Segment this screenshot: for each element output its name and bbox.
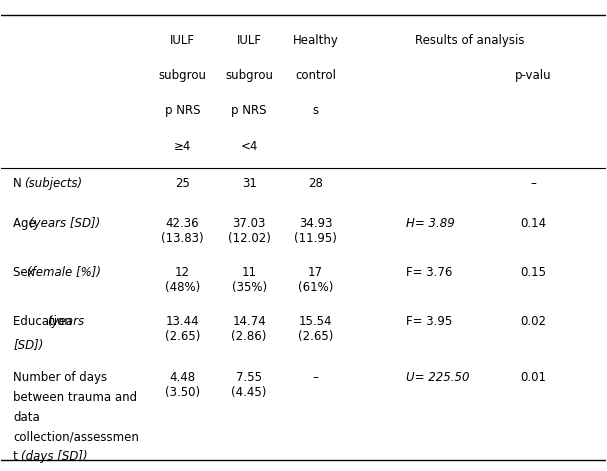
Text: data: data [13, 411, 40, 423]
Text: 31: 31 [242, 177, 257, 190]
Text: control: control [295, 69, 336, 82]
Text: 0.15: 0.15 [520, 266, 546, 279]
Text: (days [SD]): (days [SD]) [21, 450, 87, 463]
Text: 37.03
(12.02): 37.03 (12.02) [228, 217, 271, 245]
Text: <4: <4 [240, 139, 258, 153]
Text: Sex: Sex [13, 266, 39, 279]
Text: Healthy: Healthy [293, 34, 339, 47]
Text: [SD]): [SD]) [13, 340, 44, 352]
Text: s: s [313, 105, 319, 117]
Text: U= 225.50: U= 225.50 [406, 371, 470, 384]
Text: 42.36
(13.83): 42.36 (13.83) [161, 217, 204, 245]
Text: H= 3.89: H= 3.89 [406, 217, 455, 230]
Text: 11
(35%): 11 (35%) [231, 266, 266, 294]
Text: 0.02: 0.02 [520, 315, 546, 328]
Text: Number of days: Number of days [13, 371, 107, 384]
Text: 17
(61%): 17 (61%) [298, 266, 333, 294]
Text: Results of analysis: Results of analysis [415, 34, 524, 47]
Text: 25: 25 [175, 177, 190, 190]
Text: p NRS: p NRS [231, 105, 267, 117]
Text: N: N [13, 177, 26, 190]
Text: p-valu: p-valu [515, 69, 551, 82]
Text: p NRS: p NRS [165, 105, 200, 117]
Text: t: t [13, 450, 22, 463]
Text: 14.74
(2.86): 14.74 (2.86) [231, 315, 267, 343]
Text: –: – [530, 177, 536, 190]
Text: –: – [313, 371, 319, 384]
Text: subgrou: subgrou [225, 69, 273, 82]
Text: 15.54
(2.65): 15.54 (2.65) [298, 315, 333, 343]
Text: F= 3.76: F= 3.76 [406, 266, 453, 279]
Text: 4.48
(3.50): 4.48 (3.50) [165, 371, 200, 399]
Text: (subjects): (subjects) [24, 177, 83, 190]
Text: (female [%]): (female [%]) [27, 266, 101, 279]
Text: 13.44
(2.65): 13.44 (2.65) [165, 315, 200, 343]
Text: 12
(48%): 12 (48%) [165, 266, 200, 294]
Text: ≥4: ≥4 [174, 139, 191, 153]
Text: 34.93
(11.95): 34.93 (11.95) [294, 217, 337, 245]
Text: (years [SD]): (years [SD]) [29, 217, 100, 230]
Text: (years: (years [47, 315, 84, 328]
Text: Education: Education [13, 315, 76, 328]
Text: IULF: IULF [170, 34, 195, 47]
Text: 0.14: 0.14 [520, 217, 546, 230]
Text: subgrou: subgrou [158, 69, 206, 82]
Text: 0.01: 0.01 [520, 371, 546, 384]
Text: collection/assessmen: collection/assessmen [13, 430, 140, 443]
Text: between trauma and: between trauma and [13, 391, 138, 404]
Text: IULF: IULF [237, 34, 262, 47]
Text: 28: 28 [308, 177, 323, 190]
Text: Age: Age [13, 217, 40, 230]
Text: 7.55
(4.45): 7.55 (4.45) [231, 371, 267, 399]
Text: F= 3.95: F= 3.95 [406, 315, 452, 328]
